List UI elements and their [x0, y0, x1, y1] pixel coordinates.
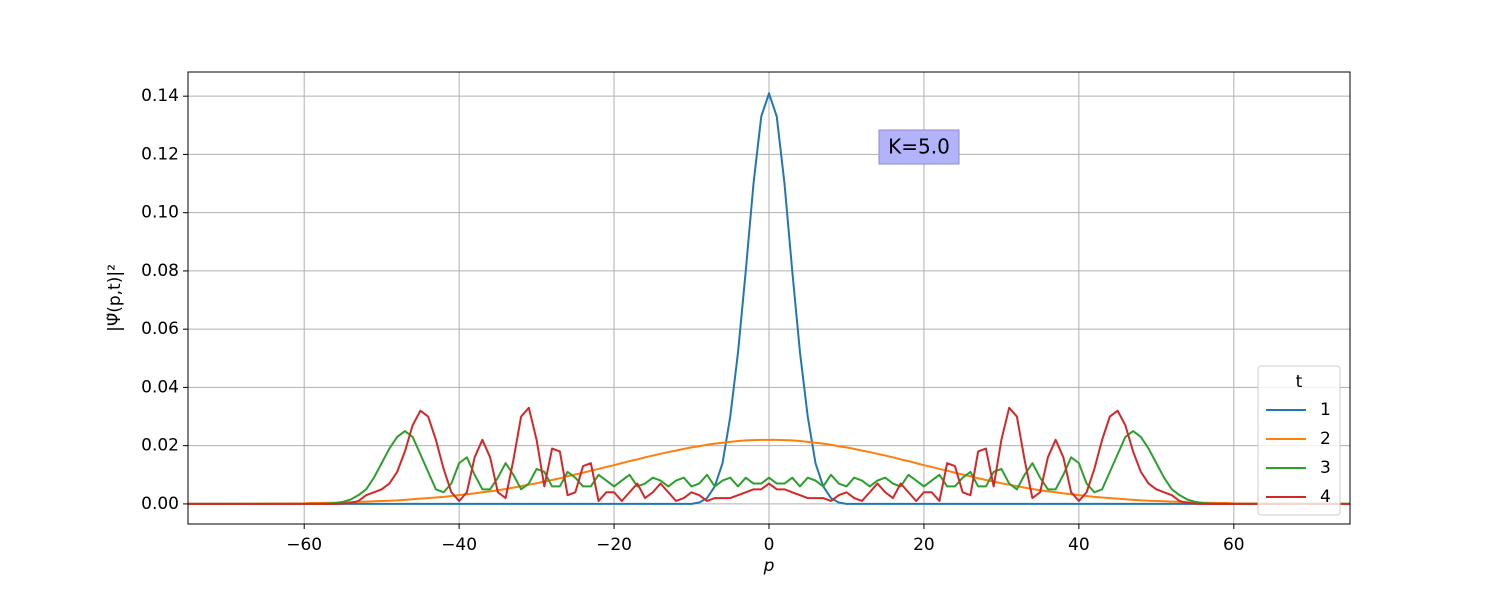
- annotation: K=5.0: [888, 135, 950, 159]
- ticks: −60 −40 −20 0 20 40 60 0.00 0.02 0.04 0.06 0.08 0.10…: [141, 86, 1244, 555]
- x-tick-label: −60: [286, 535, 322, 555]
- x-axis-label: p: [763, 556, 775, 576]
- x-tick-label: 0: [764, 535, 775, 555]
- y-axis-label: |Ψ̃(p,t)|²: [105, 264, 125, 332]
- x-tick-label: −40: [441, 535, 477, 555]
- legend-label: 1: [1320, 400, 1331, 420]
- x-tick-label: 20: [913, 535, 935, 555]
- legend-label: 2: [1320, 429, 1331, 449]
- annotation-box: [878, 129, 960, 165]
- legend-title: t: [1296, 372, 1303, 392]
- y-tick-label: 0.04: [141, 377, 179, 397]
- x-tick-label: 40: [1068, 535, 1090, 555]
- series-line: [188, 430, 1350, 505]
- x-tick-label: 60: [1223, 535, 1245, 555]
- legend: t 1 2 3 4: [1257, 365, 1341, 516]
- y-tick-label: 0.12: [141, 144, 179, 164]
- y-tick-label: 0.06: [141, 319, 179, 339]
- series-line: [188, 438, 1350, 505]
- y-tick-label: 0.08: [141, 261, 179, 281]
- legend-label: 4: [1320, 487, 1331, 507]
- y-tick-label: 0.10: [141, 203, 179, 223]
- legend-label: 3: [1320, 458, 1331, 478]
- series-line: [188, 406, 1350, 505]
- legend-box: [1257, 365, 1341, 516]
- y-tick-label: 0.02: [141, 436, 179, 456]
- x-tick-label: −20: [596, 535, 632, 555]
- y-tick-label: 0.00: [141, 494, 179, 514]
- y-tick-label: 0.14: [141, 86, 179, 106]
- series-line: [188, 92, 1350, 505]
- lines: [188, 92, 1350, 505]
